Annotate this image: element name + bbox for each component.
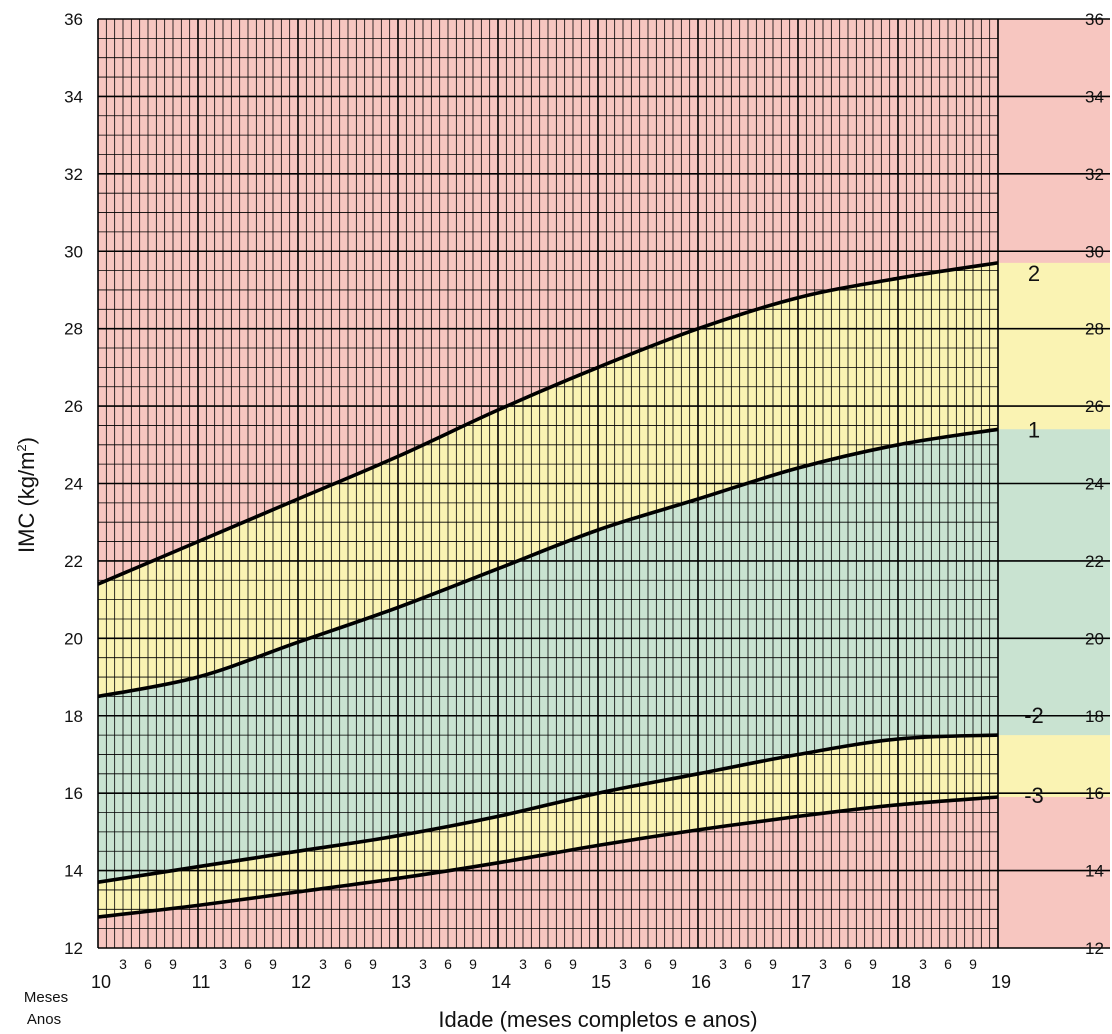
x-tick-label-month: 9 — [169, 956, 177, 972]
y-tick-label-left: 22 — [64, 552, 83, 571]
y-tick-label-right: 16 — [1085, 784, 1104, 803]
x-tick-label-month: 3 — [519, 956, 527, 972]
y-axis-left: 12 14 16 18 20 22 24 26 28 30 32 34 36 — [64, 10, 83, 958]
y-tick-label-right: 24 — [1085, 475, 1104, 494]
x-tick-label-month: 3 — [419, 956, 427, 972]
x-tick-label-month: 9 — [669, 956, 677, 972]
x-axis-title: Idade (meses completos e anos) — [438, 1007, 757, 1032]
x-tick-label-month: 6 — [244, 956, 252, 972]
x-tick-label-year: 18 — [891, 972, 911, 992]
y-axis-title-close: ) — [14, 437, 39, 444]
y-tick-label-left: 36 — [64, 10, 83, 29]
x-tick-label-month: 6 — [444, 956, 452, 972]
y-axis-title-superscript: 2 — [14, 444, 29, 451]
x-tick-label-year: 12 — [291, 972, 311, 992]
y-tick-label-right: 20 — [1085, 629, 1104, 648]
y-tick-label-right: 28 — [1085, 320, 1104, 339]
y-tick-label-left: 32 — [64, 165, 83, 184]
x-tick-label-month: 3 — [719, 956, 727, 972]
x-tick-label-month: 6 — [744, 956, 752, 972]
y-tick-label-left: 20 — [64, 629, 83, 648]
x-tick-label-month: 3 — [619, 956, 627, 972]
curve-z2 — [97, 261, 999, 586]
y-tick-label-right: 30 — [1085, 242, 1104, 261]
x-tick-label-month: 9 — [269, 956, 277, 972]
x-tick-label-month: 6 — [844, 956, 852, 972]
months-row-label: Meses — [24, 989, 68, 1006]
z-score-curves — [97, 261, 999, 919]
curve-z-3 — [97, 795, 999, 919]
chart-grid — [97, 18, 1110, 949]
y-tick-label-right: 22 — [1085, 552, 1104, 571]
x-tick-label-month: 6 — [344, 956, 352, 972]
y-tick-label-left: 12 — [64, 939, 83, 958]
x-tick-label-year: 15 — [591, 972, 611, 992]
y-tick-label-right: 34 — [1085, 87, 1104, 106]
y-axis-title: IMC (kg/m2) — [14, 437, 39, 553]
x-tick-label-year: 16 — [691, 972, 711, 992]
y-tick-label-left: 16 — [64, 784, 83, 803]
years-row-label: Anos — [27, 1011, 61, 1028]
x-tick-label-month: 9 — [469, 956, 477, 972]
x-axis: 10 11 12 13 14 15 16 17 18 19 3 6 9 3 6 9 3 6 9 3 6 9 3 6 9 3 6 9 3 6… — [91, 956, 1011, 992]
y-tick-label-left: 30 — [64, 242, 83, 261]
y-tick-label-right: 26 — [1085, 397, 1104, 416]
x-tick-label-year: 11 — [192, 972, 211, 992]
x-tick-label-month: 9 — [769, 956, 777, 972]
x-tick-label-year: 14 — [491, 972, 511, 992]
x-tick-label-year: 17 — [791, 972, 811, 992]
y-tick-label-left: 24 — [64, 475, 83, 494]
x-tick-label-month: 9 — [569, 956, 577, 972]
x-tick-label-year: 19 — [991, 972, 1011, 992]
y-tick-label-left: 28 — [64, 320, 83, 339]
x-tick-label-month: 6 — [144, 956, 152, 972]
curve-label-z2: 2 — [1028, 261, 1040, 286]
y-tick-label-right: 18 — [1085, 707, 1104, 726]
y-axis-right: 12 14 16 18 20 22 24 26 28 30 32 34 36 — [1085, 10, 1104, 958]
y-axis-title-main: IMC (kg/m — [14, 452, 39, 553]
x-tick-label-month: 3 — [819, 956, 827, 972]
x-tick-label-month: 3 — [919, 956, 927, 972]
zone-green-band — [98, 429, 1110, 883]
x-tick-label-month: 3 — [319, 956, 327, 972]
y-tick-label-right: 36 — [1085, 10, 1104, 29]
x-tick-label-month: 9 — [969, 956, 977, 972]
y-tick-label-left: 26 — [64, 397, 83, 416]
x-tick-label-year: 13 — [391, 972, 411, 992]
y-tick-label-left: 18 — [64, 707, 83, 726]
curve-z1 — [97, 427, 999, 699]
y-tick-label-right: 12 — [1085, 939, 1104, 958]
x-tick-label-month: 9 — [369, 956, 377, 972]
x-tick-label-month: 6 — [644, 956, 652, 972]
curve-label-z-2: -2 — [1024, 703, 1044, 728]
x-tick-label-month: 6 — [544, 956, 552, 972]
x-tick-label-year: 10 — [91, 972, 111, 992]
x-tick-label-month: 3 — [119, 956, 127, 972]
y-tick-label-left: 34 — [64, 87, 83, 106]
curve-label-z-3: -3 — [1024, 783, 1044, 808]
curve-labels: 2 1 -2 -3 — [1024, 261, 1044, 808]
y-tick-label-left: 14 — [64, 862, 83, 881]
x-tick-label-month: 9 — [869, 956, 877, 972]
x-tick-label-month: 6 — [944, 956, 952, 972]
curve-label-z1: 1 — [1028, 417, 1040, 442]
y-tick-label-right: 14 — [1085, 862, 1104, 881]
curve-z-2 — [97, 733, 999, 884]
y-tick-label-right: 32 — [1085, 165, 1104, 184]
x-tick-label-month: 3 — [219, 956, 227, 972]
